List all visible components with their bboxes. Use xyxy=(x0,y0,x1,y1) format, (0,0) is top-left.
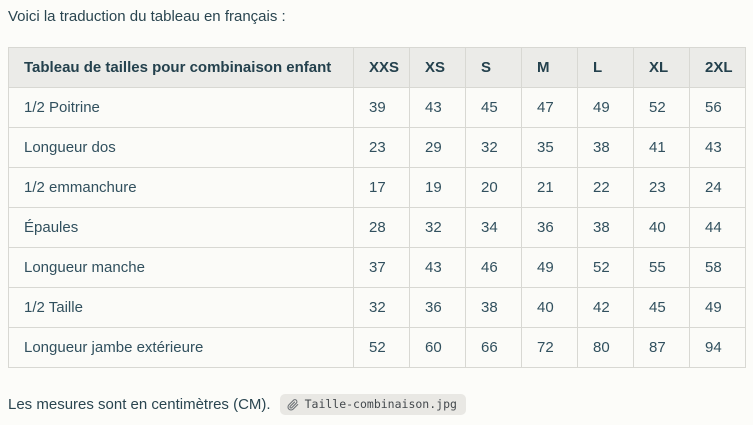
cell-value: 29 xyxy=(409,127,466,168)
cell-value: 32 xyxy=(409,207,466,248)
cell-value: 45 xyxy=(633,287,690,328)
cell-value: 80 xyxy=(577,327,634,368)
row-label: Longueur jambe extérieure xyxy=(8,327,354,368)
header-cell-title: Tableau de tailles pour combinaison enfa… xyxy=(8,47,354,88)
row-label: Longueur dos xyxy=(8,127,354,168)
cell-value: 41 xyxy=(633,127,690,168)
table-row: 1/2 Poitrine 39 43 45 47 49 52 56 xyxy=(8,87,746,128)
cell-value: 21 xyxy=(521,167,578,208)
size-table: Tableau de tailles pour combinaison enfa… xyxy=(8,47,746,368)
measurement-note: Les mesures sont en centimètres (CM). xyxy=(8,395,271,413)
cell-value: 58 xyxy=(689,247,746,288)
cell-value: 42 xyxy=(577,287,634,328)
row-label: Longueur manche xyxy=(8,247,354,288)
footer-line: Les mesures sont en centimètres (CM). Ta… xyxy=(8,394,745,415)
table-row: Longueur dos 23 29 32 35 38 41 43 xyxy=(8,127,746,168)
cell-value: 55 xyxy=(633,247,690,288)
row-label: Épaules xyxy=(8,207,354,248)
table-header-row: Tableau de tailles pour combinaison enfa… xyxy=(8,47,746,88)
cell-value: 52 xyxy=(633,87,690,128)
header-cell-size-xl: XL xyxy=(633,47,690,88)
cell-value: 43 xyxy=(409,247,466,288)
paperclip-icon xyxy=(287,398,299,411)
cell-value: 49 xyxy=(689,287,746,328)
attachment-chip[interactable]: Taille-combinaison.jpg xyxy=(279,394,466,415)
cell-value: 49 xyxy=(577,87,634,128)
cell-value: 38 xyxy=(577,207,634,248)
table-row: 1/2 Taille 32 36 38 40 42 45 49 xyxy=(8,287,746,328)
header-cell-size-xxs: XXS xyxy=(353,47,410,88)
cell-value: 94 xyxy=(689,327,746,368)
cell-value: 40 xyxy=(521,287,578,328)
table-row: Longueur manche 37 43 46 49 52 55 58 xyxy=(8,247,746,288)
cell-value: 32 xyxy=(353,287,410,328)
cell-value: 36 xyxy=(409,287,466,328)
header-cell-size-m: M xyxy=(521,47,578,88)
header-cell-size-xs: XS xyxy=(409,47,466,88)
cell-value: 72 xyxy=(521,327,578,368)
cell-value: 40 xyxy=(633,207,690,248)
row-label: 1/2 Taille xyxy=(8,287,354,328)
row-label: 1/2 emmanchure xyxy=(8,167,354,208)
header-cell-size-s: S xyxy=(465,47,522,88)
cell-value: 38 xyxy=(465,287,522,328)
cell-value: 49 xyxy=(521,247,578,288)
cell-value: 37 xyxy=(353,247,410,288)
header-cell-size-2xl: 2XL xyxy=(689,47,746,88)
cell-value: 43 xyxy=(689,127,746,168)
cell-value: 47 xyxy=(521,87,578,128)
header-cell-size-l: L xyxy=(577,47,634,88)
cell-value: 20 xyxy=(465,167,522,208)
cell-value: 56 xyxy=(689,87,746,128)
table-row: Longueur jambe extérieure 52 60 66 72 80… xyxy=(8,327,746,368)
cell-value: 22 xyxy=(577,167,634,208)
cell-value: 66 xyxy=(465,327,522,368)
cell-value: 39 xyxy=(353,87,410,128)
cell-value: 52 xyxy=(353,327,410,368)
cell-value: 34 xyxy=(465,207,522,248)
cell-value: 45 xyxy=(465,87,522,128)
table-row: Épaules 28 32 34 36 38 40 44 xyxy=(8,207,746,248)
cell-value: 43 xyxy=(409,87,466,128)
cell-value: 23 xyxy=(633,167,690,208)
row-label: 1/2 Poitrine xyxy=(8,87,354,128)
cell-value: 46 xyxy=(465,247,522,288)
cell-value: 28 xyxy=(353,207,410,248)
cell-value: 24 xyxy=(689,167,746,208)
cell-value: 38 xyxy=(577,127,634,168)
cell-value: 17 xyxy=(353,167,410,208)
cell-value: 60 xyxy=(409,327,466,368)
cell-value: 35 xyxy=(521,127,578,168)
intro-text: Voici la traduction du tableau en frança… xyxy=(8,8,286,25)
cell-value: 44 xyxy=(689,207,746,248)
table-row: 1/2 emmanchure 17 19 20 21 22 23 24 xyxy=(8,167,746,208)
attachment-filename: Taille-combinaison.jpg xyxy=(304,397,457,411)
cell-value: 32 xyxy=(465,127,522,168)
cell-value: 19 xyxy=(409,167,466,208)
cell-value: 36 xyxy=(521,207,578,248)
cell-value: 23 xyxy=(353,127,410,168)
cell-value: 52 xyxy=(577,247,634,288)
cell-value: 87 xyxy=(633,327,690,368)
